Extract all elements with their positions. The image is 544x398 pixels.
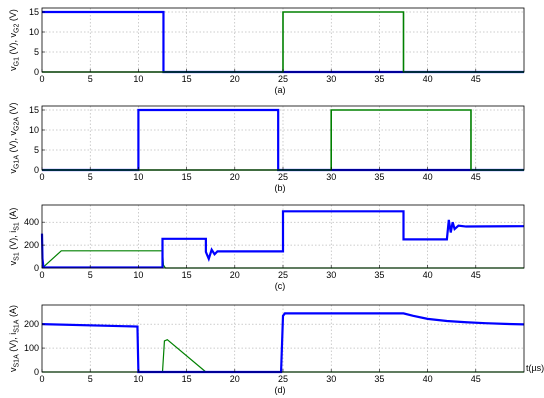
y-tick-label: 5 xyxy=(34,47,39,57)
panel-label: (a) xyxy=(275,85,286,95)
x-tick-label: 10 xyxy=(133,270,143,280)
y-tick-label: 400 xyxy=(24,217,39,227)
x-tick-label: 35 xyxy=(374,270,384,280)
x-tick-label: 25 xyxy=(278,74,288,84)
x-tick-label: 0 xyxy=(39,172,44,182)
x-tick-label: 20 xyxy=(230,270,240,280)
x-tick-label: 20 xyxy=(230,74,240,84)
x-tick-label: 25 xyxy=(278,374,288,384)
y-tick-label: 15 xyxy=(29,105,39,115)
panel-2: 0 5 10 15 20 25 30 35 40 45 0 5 10 15 (b) vG1A (V), vG2… xyxy=(8,102,525,193)
y-axis-label: vG1 (V), vG2 (V) xyxy=(8,9,21,71)
x-tick-label: 20 xyxy=(230,374,240,384)
panel-label: (b) xyxy=(275,183,286,193)
series-line-2 xyxy=(42,109,524,171)
y-tick-label: 0 xyxy=(34,165,39,175)
series-line-2 xyxy=(40,210,525,269)
x-tick-label: 30 xyxy=(326,270,336,280)
x-tick-label: 5 xyxy=(88,172,93,182)
x-tick-label: 45 xyxy=(471,74,481,84)
x-tick-label: 20 xyxy=(230,172,240,182)
x-tick-label: 10 xyxy=(133,74,143,84)
x-tick-label: 0 xyxy=(39,74,44,84)
panel-4: 0 5 10 15 20 25 30 35 40 45 0 100 200 (d) vS1A (V), iS… xyxy=(8,304,544,395)
x-tick-label: 40 xyxy=(423,270,433,280)
x-tick-label: 35 xyxy=(374,74,384,84)
panel-label: (c) xyxy=(275,281,286,291)
x-tick-label: 40 xyxy=(423,74,433,84)
panel-label: (d) xyxy=(275,385,286,395)
x-tick-label: 45 xyxy=(471,374,481,384)
y-axis-label: vS1A (V), iS1A (A) xyxy=(8,305,21,372)
x-tick-label: 30 xyxy=(326,172,336,182)
y-tick-label: 0 xyxy=(34,67,39,77)
panel-3: 0 5 10 15 20 25 30 35 40 45 0 200 400 (c) vS1 (V), iS1… xyxy=(8,204,525,291)
x-tick-label: 5 xyxy=(88,74,93,84)
x-tick-label: 25 xyxy=(278,270,288,280)
y-tick-label: 5 xyxy=(34,145,39,155)
x-tick-label: 5 xyxy=(88,374,93,384)
y-tick-label: 200 xyxy=(24,319,39,329)
panel-1: 0 5 10 15 20 25 30 35 40 45 0 5 10 15 (a) vG1 (V), vG2 … xyxy=(8,7,525,95)
x-tick-label: 35 xyxy=(374,374,384,384)
x-tick-label: 15 xyxy=(182,374,192,384)
y-tick-label: 100 xyxy=(24,343,39,353)
series-line-2 xyxy=(41,312,525,374)
x-tick-label: 45 xyxy=(471,270,481,280)
x-tick-label: 10 xyxy=(133,172,143,182)
x-tick-label: 40 xyxy=(423,172,433,182)
y-tick-label: 10 xyxy=(29,125,39,135)
x-axis-label: t(µs) xyxy=(526,363,544,373)
y-axis-label: vG1A (V), vG2A (V) xyxy=(8,102,21,173)
x-tick-label: 45 xyxy=(471,172,481,182)
y-tick-label: 10 xyxy=(29,27,39,37)
x-tick-label: 25 xyxy=(278,172,288,182)
x-tick-label: 10 xyxy=(133,374,143,384)
x-tick-label: 15 xyxy=(182,270,192,280)
x-tick-label: 5 xyxy=(88,270,93,280)
x-tick-label: 0 xyxy=(39,270,44,280)
x-tick-label: 0 xyxy=(39,374,44,384)
x-tick-label: 30 xyxy=(326,74,336,84)
series-line-1 xyxy=(42,108,524,172)
y-tick-label: 0 xyxy=(34,367,39,377)
y-tick-label: 0 xyxy=(34,263,39,273)
x-tick-label: 40 xyxy=(423,374,433,384)
y-axis-label: vS1 (V), iS1 (A) xyxy=(8,208,21,266)
x-tick-label: 15 xyxy=(182,172,192,182)
x-tick-label: 15 xyxy=(182,74,192,84)
x-tick-label: 35 xyxy=(374,172,384,182)
y-tick-label: 15 xyxy=(29,7,39,17)
x-tick-label: 30 xyxy=(326,374,336,384)
y-tick-label: 200 xyxy=(24,240,39,250)
series-line-2 xyxy=(42,11,524,73)
